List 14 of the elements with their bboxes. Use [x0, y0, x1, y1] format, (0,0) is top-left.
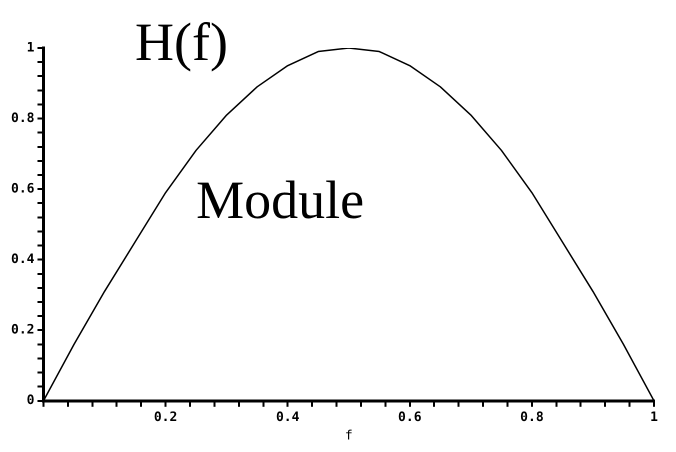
x-tick-label: 0.2	[154, 410, 178, 425]
x-axis-title: f	[344, 428, 353, 444]
annotation: H(f)	[135, 12, 228, 72]
annotation: Module	[196, 170, 364, 230]
y-tick-label: 0.4	[10, 252, 35, 268]
x-tick-label: 0.4	[276, 410, 300, 425]
y-tick-label: 1	[26, 40, 35, 56]
y-tick-label: 0.6	[10, 181, 35, 196]
x-tick-label: 0.8	[520, 410, 544, 425]
y-tick-label: 0.2	[10, 322, 34, 338]
y-tick-label: 0.8	[10, 110, 35, 126]
x-tick-label: 0.6	[398, 410, 422, 425]
x-tick-label: 1	[650, 410, 658, 425]
y-tick-label: 0	[26, 393, 35, 408]
